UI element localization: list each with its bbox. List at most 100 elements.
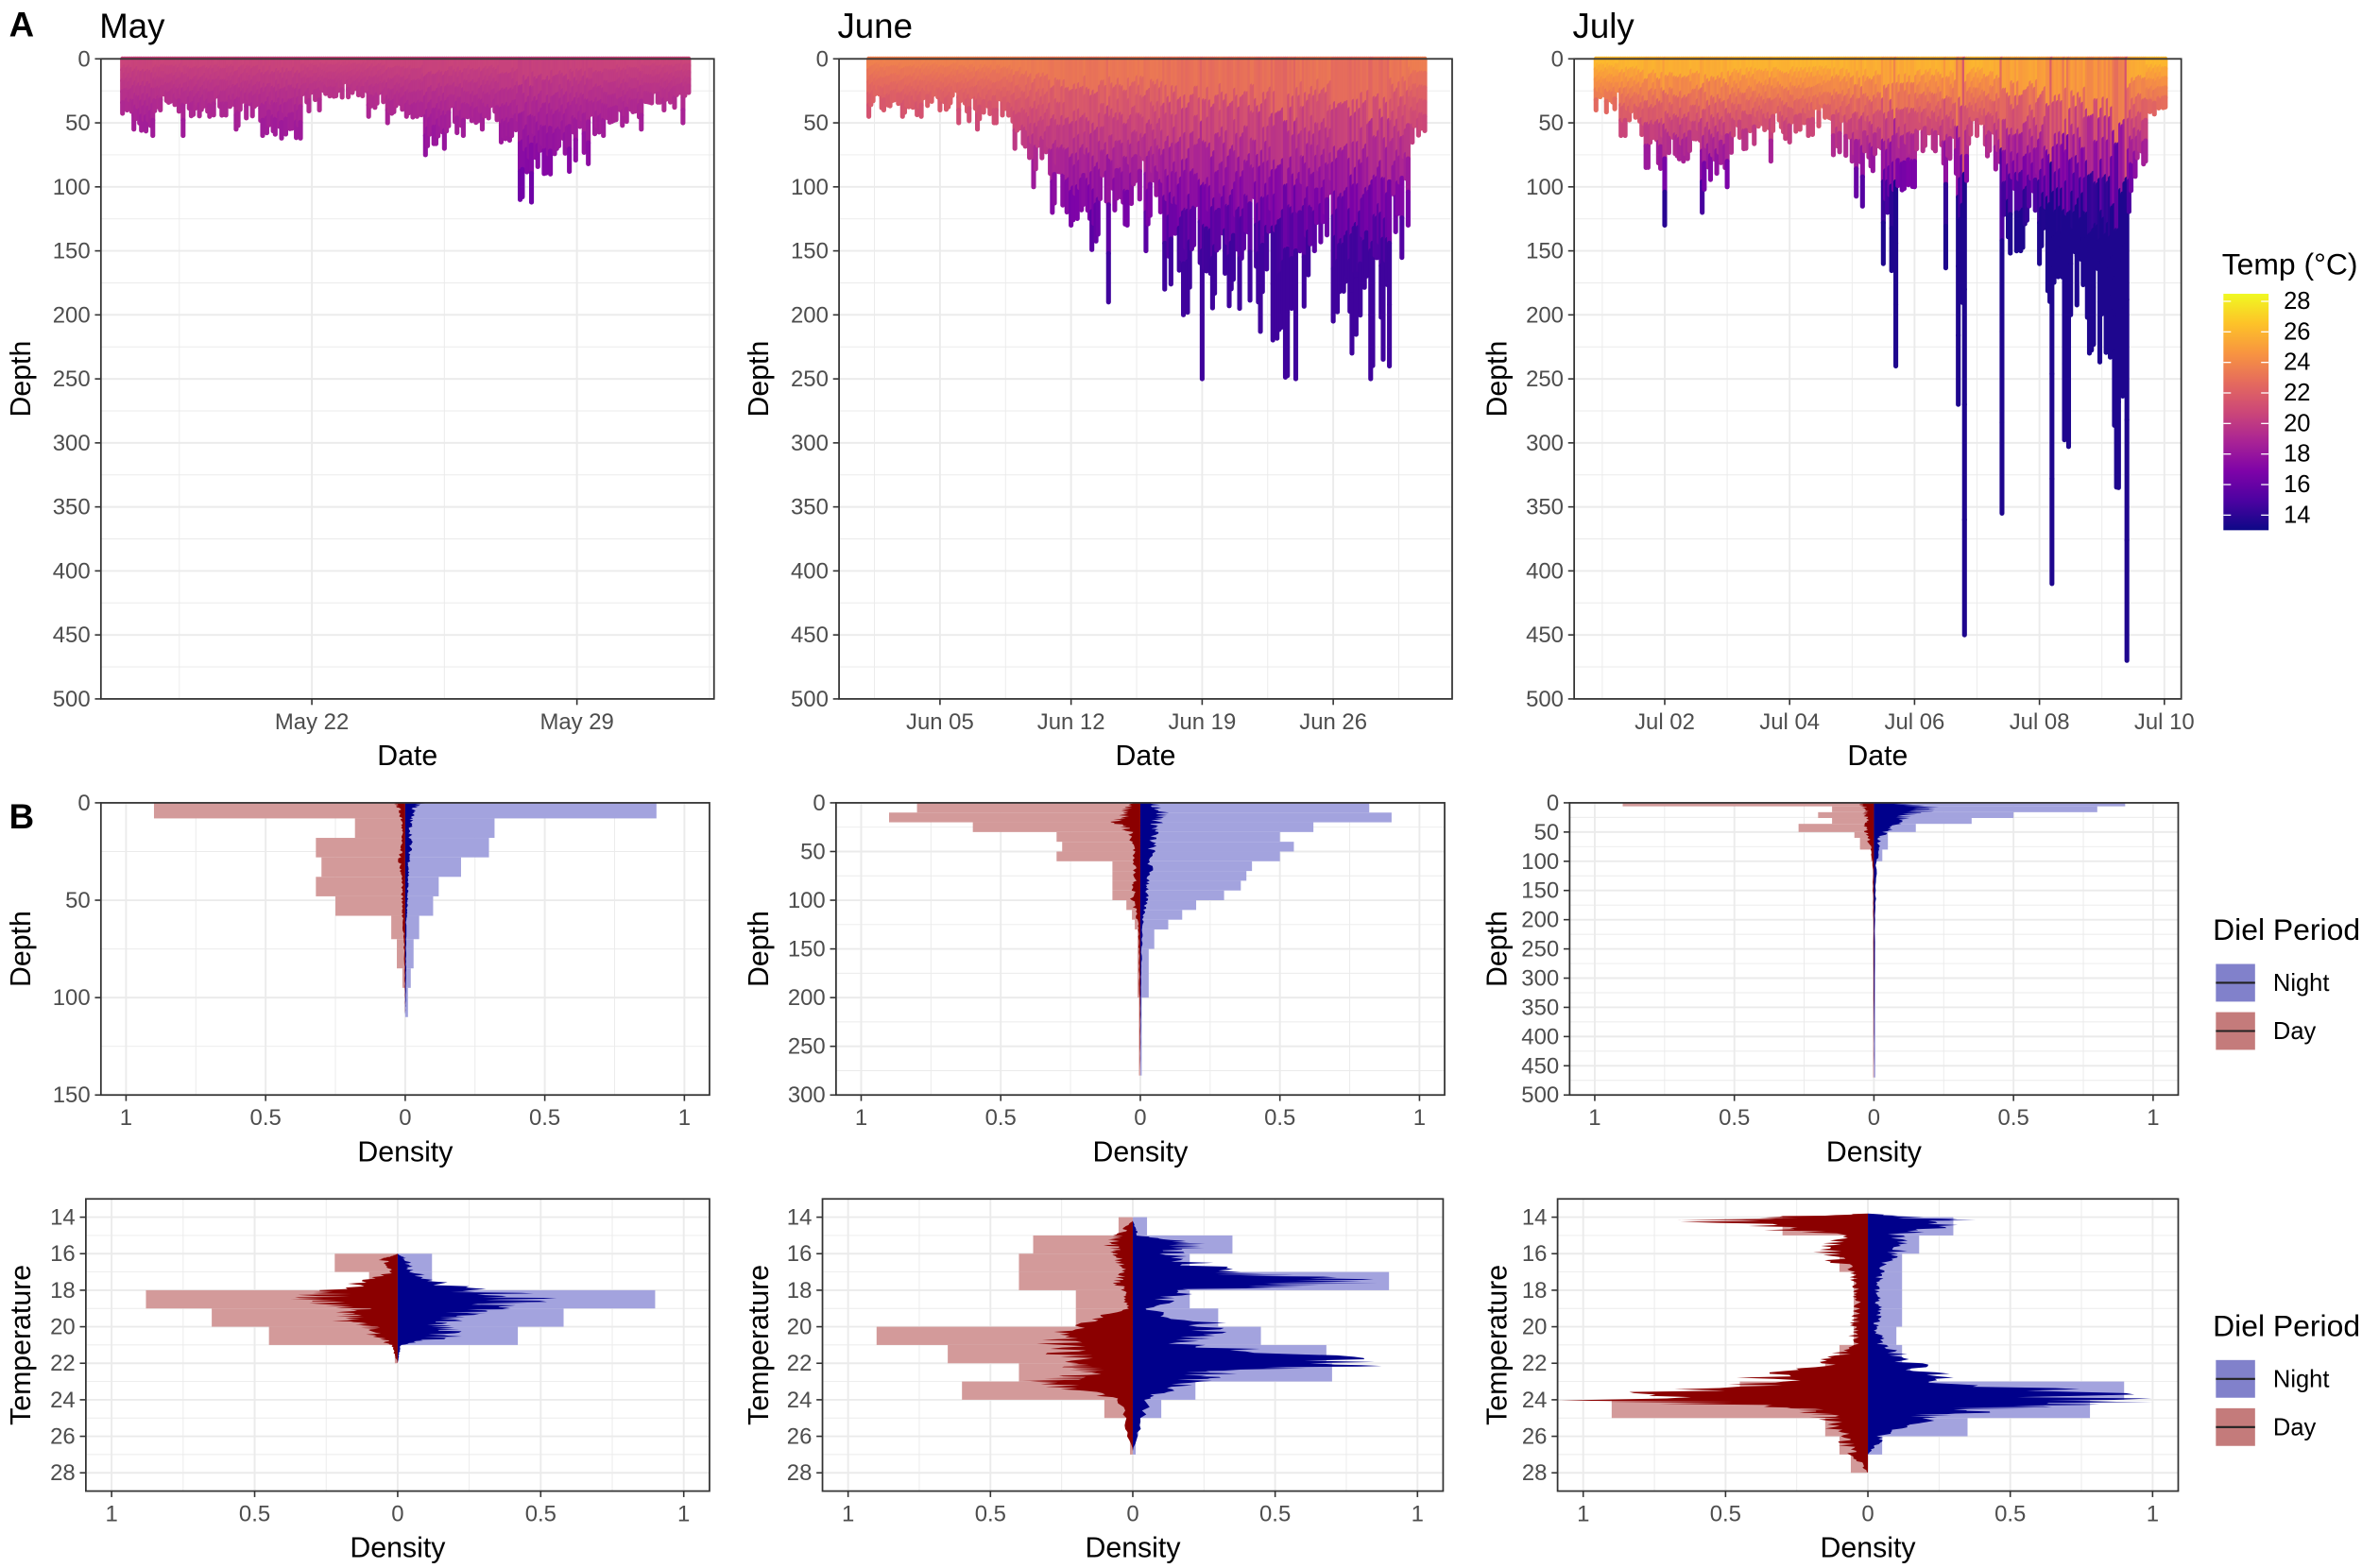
day-histogram-bar [1132, 910, 1140, 920]
y-tick-label: 100 [1521, 849, 1559, 875]
depth-traces [120, 56, 692, 205]
y-tick-label: 150 [791, 239, 829, 264]
night-histogram-bar [404, 877, 439, 896]
y-tick-label: 150 [53, 1082, 91, 1108]
night-density-curve [404, 802, 428, 1017]
x-axis-title: Date [1116, 741, 1176, 772]
y-tick-label: 26 [787, 1424, 813, 1450]
diel-period-legends: Diel Period Night Day Diel Period Night Day [2213, 912, 2360, 1446]
night-histogram-bar [1874, 802, 2126, 807]
panel-border [99, 58, 715, 700]
x-tick-label: 0.5 [1998, 1105, 2029, 1131]
night-density-curve [1868, 1213, 2153, 1474]
day-density-curve [1021, 1220, 1133, 1451]
legend-item-night: Night [2216, 1359, 2329, 1398]
y-tick-label: 28 [787, 1460, 813, 1486]
day-histogram-bar [1033, 1235, 1133, 1254]
y-tick-label: 20 [1522, 1315, 1548, 1340]
y-tick-label: 16 [787, 1241, 813, 1267]
colorbar-gradient [2223, 294, 2269, 531]
y-tick-label: 350 [1526, 495, 1564, 520]
y-tick-label: 200 [1521, 908, 1559, 933]
y-tick-label: 400 [1521, 1024, 1559, 1049]
day-histogram-bar [1135, 919, 1140, 929]
y-tick-label: 0 [1551, 46, 1564, 72]
night-histogram-bar [404, 857, 461, 878]
night-histogram-bar [404, 818, 495, 839]
y-axis-title: Depth [1481, 341, 1513, 418]
night-histogram-bar [1139, 812, 1392, 823]
x-axis-title: Date [377, 741, 437, 772]
night-histogram-bar [1139, 851, 1280, 861]
y-tick-label: 300 [53, 431, 91, 456]
month-title: July [1573, 7, 1635, 45]
night-density-curve [397, 1253, 557, 1364]
y-tick-label: 50 [1534, 820, 1560, 845]
y-tick-label: 50 [800, 839, 826, 864]
day-histogram-bar [1018, 1271, 1133, 1290]
legend-title: Diel Period [2213, 912, 2360, 946]
y-tick-label: 450 [1521, 1053, 1559, 1079]
x-tick-label: 1 [2147, 1501, 2159, 1526]
day-histogram-bar [316, 838, 405, 858]
legend-title: Diel Period [2213, 1308, 2360, 1342]
colorbar-tick-label: 26 [2284, 318, 2310, 345]
y-tick-label: 500 [53, 687, 91, 712]
night-histogram-bar [1874, 818, 1972, 825]
x-tick-label: 0.5 [525, 1501, 556, 1526]
histogram-bars [889, 802, 1392, 1076]
y-tick-label: 400 [791, 558, 829, 584]
x-tick-label: 0.5 [239, 1501, 270, 1526]
y-tick-label: 100 [788, 888, 826, 913]
night-histogram-bar [1139, 842, 1294, 852]
y-tick-label: 200 [53, 302, 91, 328]
night-density-curve [1139, 802, 1170, 1076]
night-histogram-bar [1139, 948, 1149, 998]
x-tick-label: 0.5 [1719, 1105, 1750, 1131]
y-tick-label: 150 [1521, 878, 1559, 904]
y-tick-label: 500 [1526, 687, 1564, 712]
y-tick-label: 100 [1526, 175, 1564, 200]
colorbar-tick-label: 18 [2284, 441, 2310, 468]
y-tick-label: 450 [53, 622, 91, 648]
depth-traces [1593, 56, 2168, 663]
y-tick-label: 14 [1522, 1205, 1548, 1231]
day-histogram-bar [1112, 890, 1140, 901]
y-axis-title: Temperature [6, 1265, 37, 1425]
x-axis-title: Density [1826, 1136, 1923, 1167]
day-density-curve [1110, 802, 1140, 1076]
day-histogram-bar [335, 895, 405, 916]
x-tick-label: Jun 05 [906, 709, 974, 735]
y-tick-label: 350 [791, 495, 829, 520]
y-tick-label: 300 [1521, 965, 1559, 991]
x-tick-label: 1 [120, 1105, 132, 1131]
night-histogram-bar [404, 939, 414, 969]
x-tick-label: May 29 [539, 709, 613, 735]
x-tick-label: 1 [678, 1105, 691, 1131]
y-tick-label: 24 [50, 1388, 76, 1413]
y-axis-title: Temperature [1481, 1265, 1513, 1425]
x-tick-label: Jun 19 [1168, 709, 1236, 735]
y-tick-label: 0 [816, 46, 829, 72]
night-histogram-bar [404, 915, 419, 940]
legend-item-night: Night [2216, 963, 2330, 1002]
x-tick-label: 0.5 [985, 1105, 1017, 1131]
y-tick-label: 400 [1526, 558, 1564, 584]
y-tick-label: 18 [50, 1278, 76, 1304]
colorbar-tick-label: 14 [2284, 502, 2310, 528]
night-histogram-bar [1139, 997, 1142, 1076]
night-histogram-bar [1139, 929, 1155, 949]
diel-period-legend: Diel Period Night Day [2213, 1308, 2360, 1446]
x-tick-label: 1 [1588, 1105, 1600, 1131]
x-axis-title: Density [357, 1136, 454, 1167]
x-tick-label: Jul 08 [2010, 709, 2070, 735]
y-axis-title: Depth [1481, 911, 1513, 987]
legend-label: Night [2273, 970, 2330, 997]
day-histogram-bar [1112, 871, 1140, 881]
month-title: June [837, 7, 913, 45]
gridlines [100, 58, 714, 700]
y-tick-label: 0 [77, 791, 90, 816]
x-tick-label: Jul 06 [1885, 709, 1945, 735]
